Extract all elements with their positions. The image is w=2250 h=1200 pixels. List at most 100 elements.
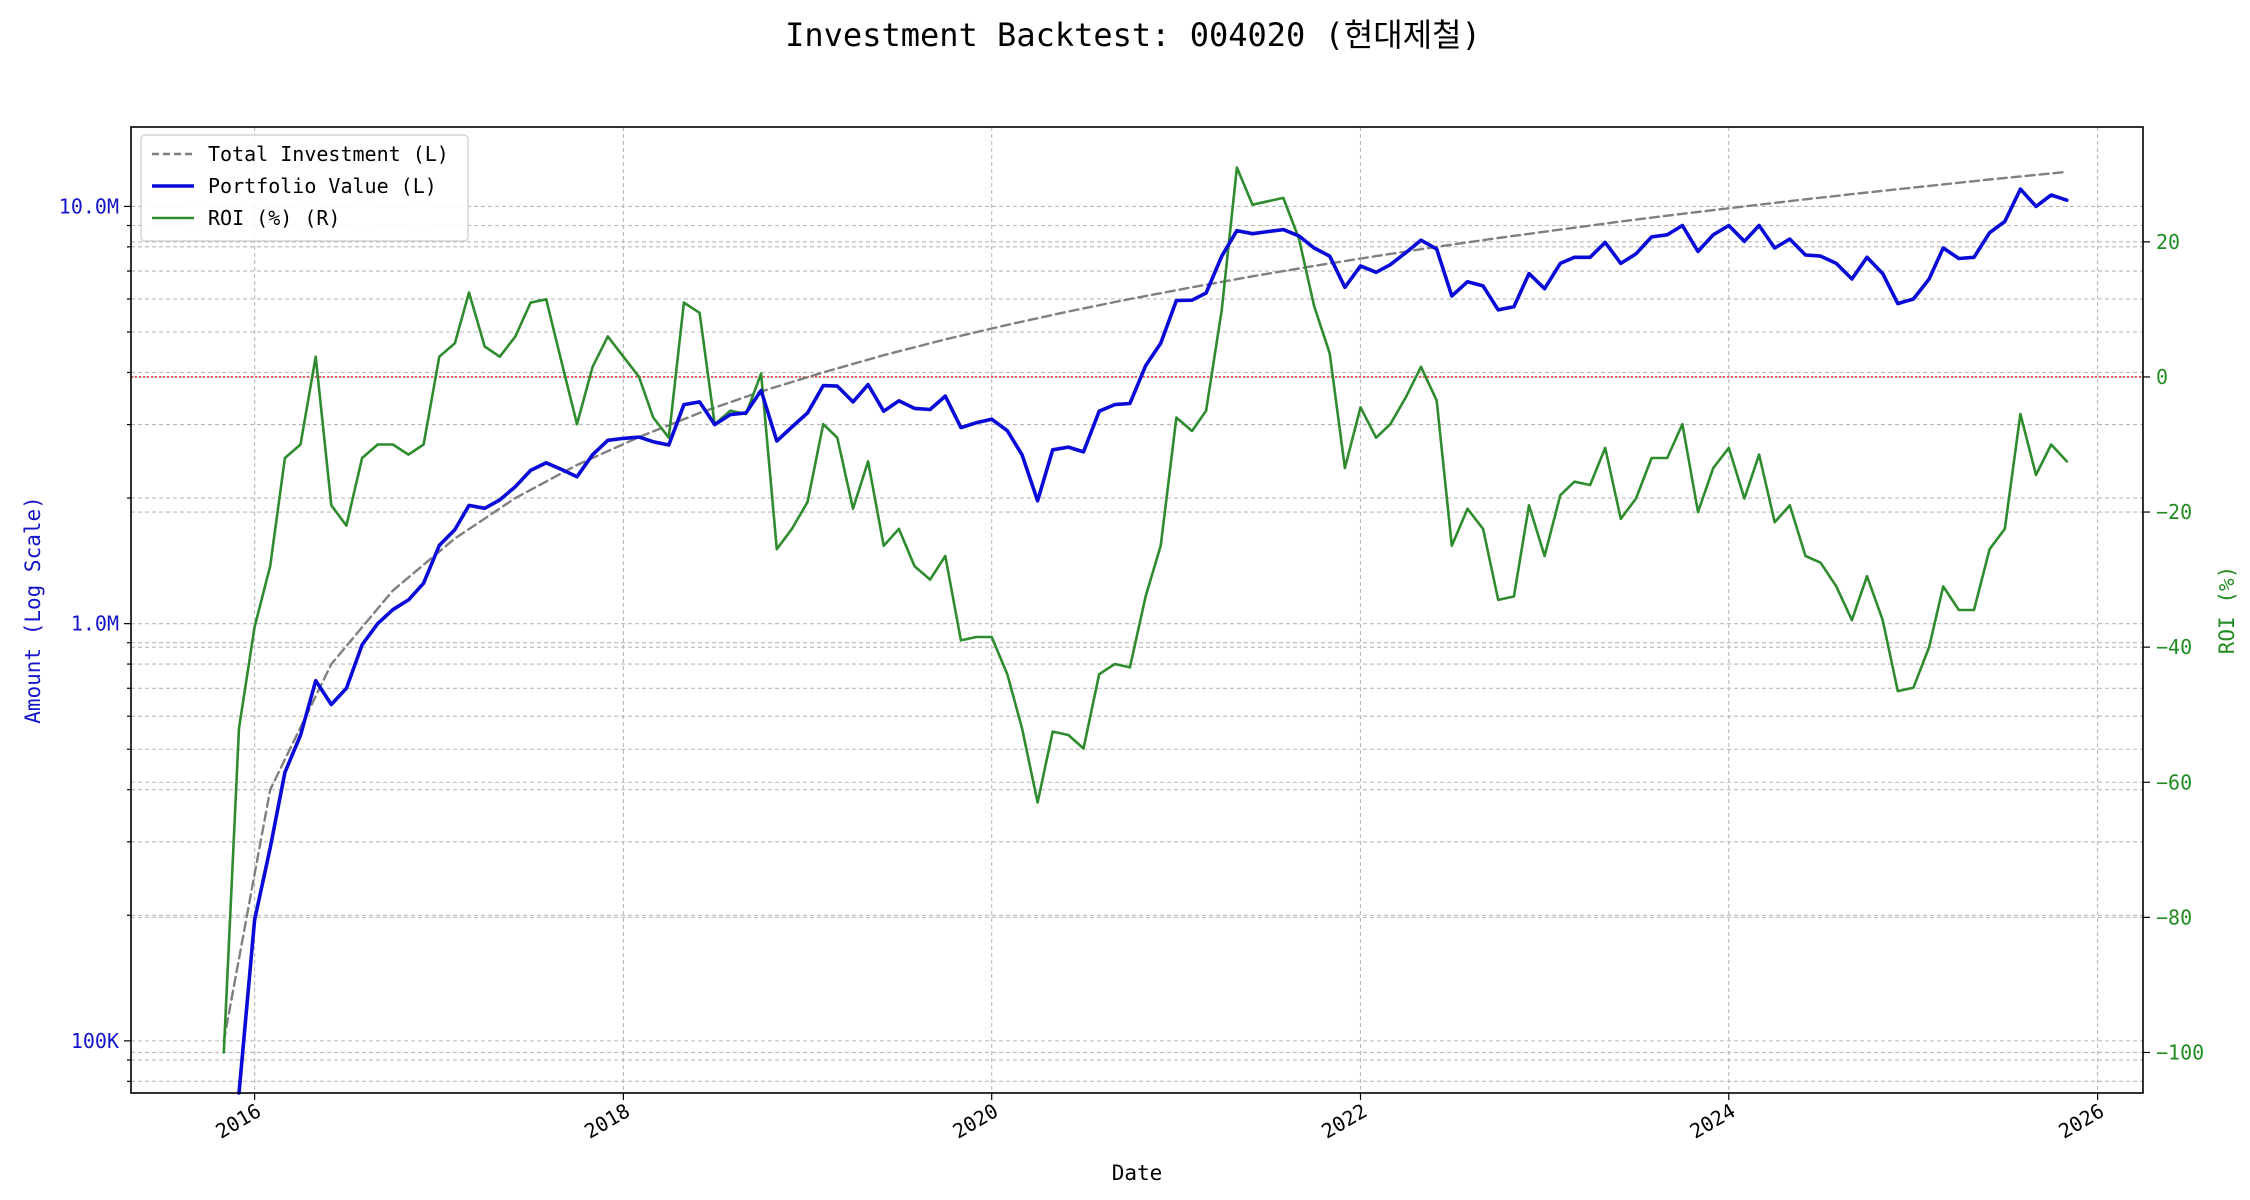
- series-roi-point: [622, 356, 624, 358]
- series-portfolio-value-point: [1543, 288, 1545, 290]
- series-roi-point: [468, 291, 470, 293]
- series-portfolio-value-point: [760, 389, 762, 391]
- series-total-investment-point: [269, 789, 271, 791]
- series-total-investment-point: [1251, 275, 1253, 277]
- series-roi-point: [1559, 494, 1561, 496]
- series-roi-point: [607, 335, 609, 337]
- series-portfolio-value-point: [1819, 255, 1821, 257]
- series-roi-point: [760, 372, 762, 374]
- series-roi-point: [299, 443, 301, 445]
- series-portfolio-value-point: [377, 622, 379, 624]
- legend-label-total-investment: Total Investment (L): [208, 142, 449, 166]
- right-tick-label: 0: [2156, 365, 2168, 389]
- series-roi-point: [1819, 562, 1821, 564]
- series-roi-point: [315, 356, 317, 358]
- series-roi-point: [1988, 548, 1990, 550]
- series-portfolio-value-point: [330, 703, 332, 705]
- series-portfolio-value-point: [545, 462, 547, 464]
- series-roi-point: [683, 301, 685, 303]
- series-roi-point: [1589, 484, 1591, 486]
- series-portfolio-value-point: [714, 423, 716, 425]
- series-roi-point: [1114, 663, 1116, 665]
- series-roi-point: [407, 453, 409, 455]
- plot-frame: [130, 126, 2144, 1094]
- series-total-investment-line: [222, 170, 2069, 1043]
- series-roi-point: [514, 335, 516, 337]
- series-portfolio-value-point: [1175, 299, 1177, 301]
- series-total-investment-point: [1928, 185, 1930, 187]
- grid-lines-left: [131, 205, 2143, 1082]
- series-portfolio-value-point: [944, 395, 946, 397]
- series-roi-point: [1251, 204, 1253, 206]
- series-portfolio-value-point: [1604, 241, 1606, 243]
- series-roi-point: [1728, 447, 1730, 449]
- right-tick-label: 20: [2156, 230, 2180, 254]
- series-portfolio-value-line: [237, 187, 2069, 1095]
- series-roi-point: [1359, 406, 1361, 408]
- left-tick-label: 10.0M: [59, 194, 119, 218]
- series-portfolio-value-point: [1912, 298, 1914, 300]
- series-roi-point: [561, 362, 563, 364]
- series-roi-point: [1405, 396, 1407, 398]
- series-roi-point: [1144, 595, 1146, 597]
- series-portfolio-value-point: [607, 439, 609, 441]
- series-portfolio-value-point: [867, 383, 869, 385]
- series-portfolio-value-point: [561, 468, 563, 470]
- series-roi-point: [975, 636, 977, 638]
- left-axis-label: Amount (Log Scale): [21, 496, 45, 724]
- series-roi-point: [2050, 443, 2052, 445]
- series-portfolio-value-point: [1942, 247, 1944, 249]
- series-total-investment-point: [1743, 205, 1745, 207]
- series-roi-point: [1804, 555, 1806, 557]
- series-roi-point: [1067, 734, 1069, 736]
- series-total-investment-point: [1681, 213, 1683, 215]
- series-portfolio-value-point: [1251, 233, 1253, 235]
- series-roi-point: [1697, 511, 1699, 513]
- chart-title: Investment Backtest: 004020 (현대제철): [785, 16, 1481, 54]
- series-portfolio-value-point: [407, 599, 409, 601]
- series-total-investment-point: [2066, 171, 2068, 173]
- series-portfolio-value-point: [1743, 240, 1745, 242]
- series-portfolio-value-point: [1589, 256, 1591, 258]
- series-total-investment-point: [1866, 191, 1868, 193]
- series-roi-point: [1650, 457, 1652, 459]
- series-portfolio-value-point: [1804, 254, 1806, 256]
- series-portfolio-value-point: [1344, 286, 1346, 288]
- series-roi-point: [1835, 585, 1837, 587]
- series-roi-point: [499, 356, 501, 358]
- series-roi-point: [791, 528, 793, 530]
- series-portfolio-value-point: [2066, 199, 2068, 201]
- series-roi-point: [2004, 528, 2006, 530]
- series-roi-point: [867, 460, 869, 462]
- series-roi-point: [1313, 305, 1315, 307]
- series-portfolio-value-point: [1221, 255, 1223, 257]
- series-total-investment-point: [1497, 237, 1499, 239]
- series-roi-point: [1436, 399, 1438, 401]
- legend-label-roi: ROI (%) (R): [208, 206, 340, 230]
- series-portfolio-value-point: [1375, 271, 1377, 273]
- series-roi-point: [1851, 619, 1853, 621]
- series-total-investment-point: [454, 537, 456, 539]
- series-portfolio-value-point: [1129, 402, 1131, 404]
- series-roi: [222, 166, 2069, 1054]
- series-roi-point: [1082, 747, 1084, 749]
- series-total-investment-point: [1067, 310, 1069, 312]
- series-roi-point: [576, 423, 578, 425]
- series-portfolio-value-point: [454, 528, 456, 530]
- series-portfolio-value-point: [1988, 232, 1990, 234]
- series-portfolio-value-point: [484, 507, 486, 509]
- series-roi-point: [1466, 508, 1468, 510]
- series-roi-point: [1882, 619, 1884, 621]
- series-roi-point: [652, 416, 654, 418]
- series-portfolio-value-point: [1082, 451, 1084, 453]
- series-portfolio-value-point: [1697, 250, 1699, 252]
- series-total-investment-point: [1006, 324, 1008, 326]
- series-roi-point: [852, 508, 854, 510]
- series-portfolio-value-point: [2050, 194, 2052, 196]
- series-roi-point: [1389, 423, 1391, 425]
- series-portfolio-value-point: [591, 454, 593, 456]
- series-roi-point: [929, 578, 931, 580]
- series-portfolio-value-point: [1160, 342, 1162, 344]
- series-portfolio-value-point: [514, 485, 516, 487]
- series-portfolio-value-point: [269, 847, 271, 849]
